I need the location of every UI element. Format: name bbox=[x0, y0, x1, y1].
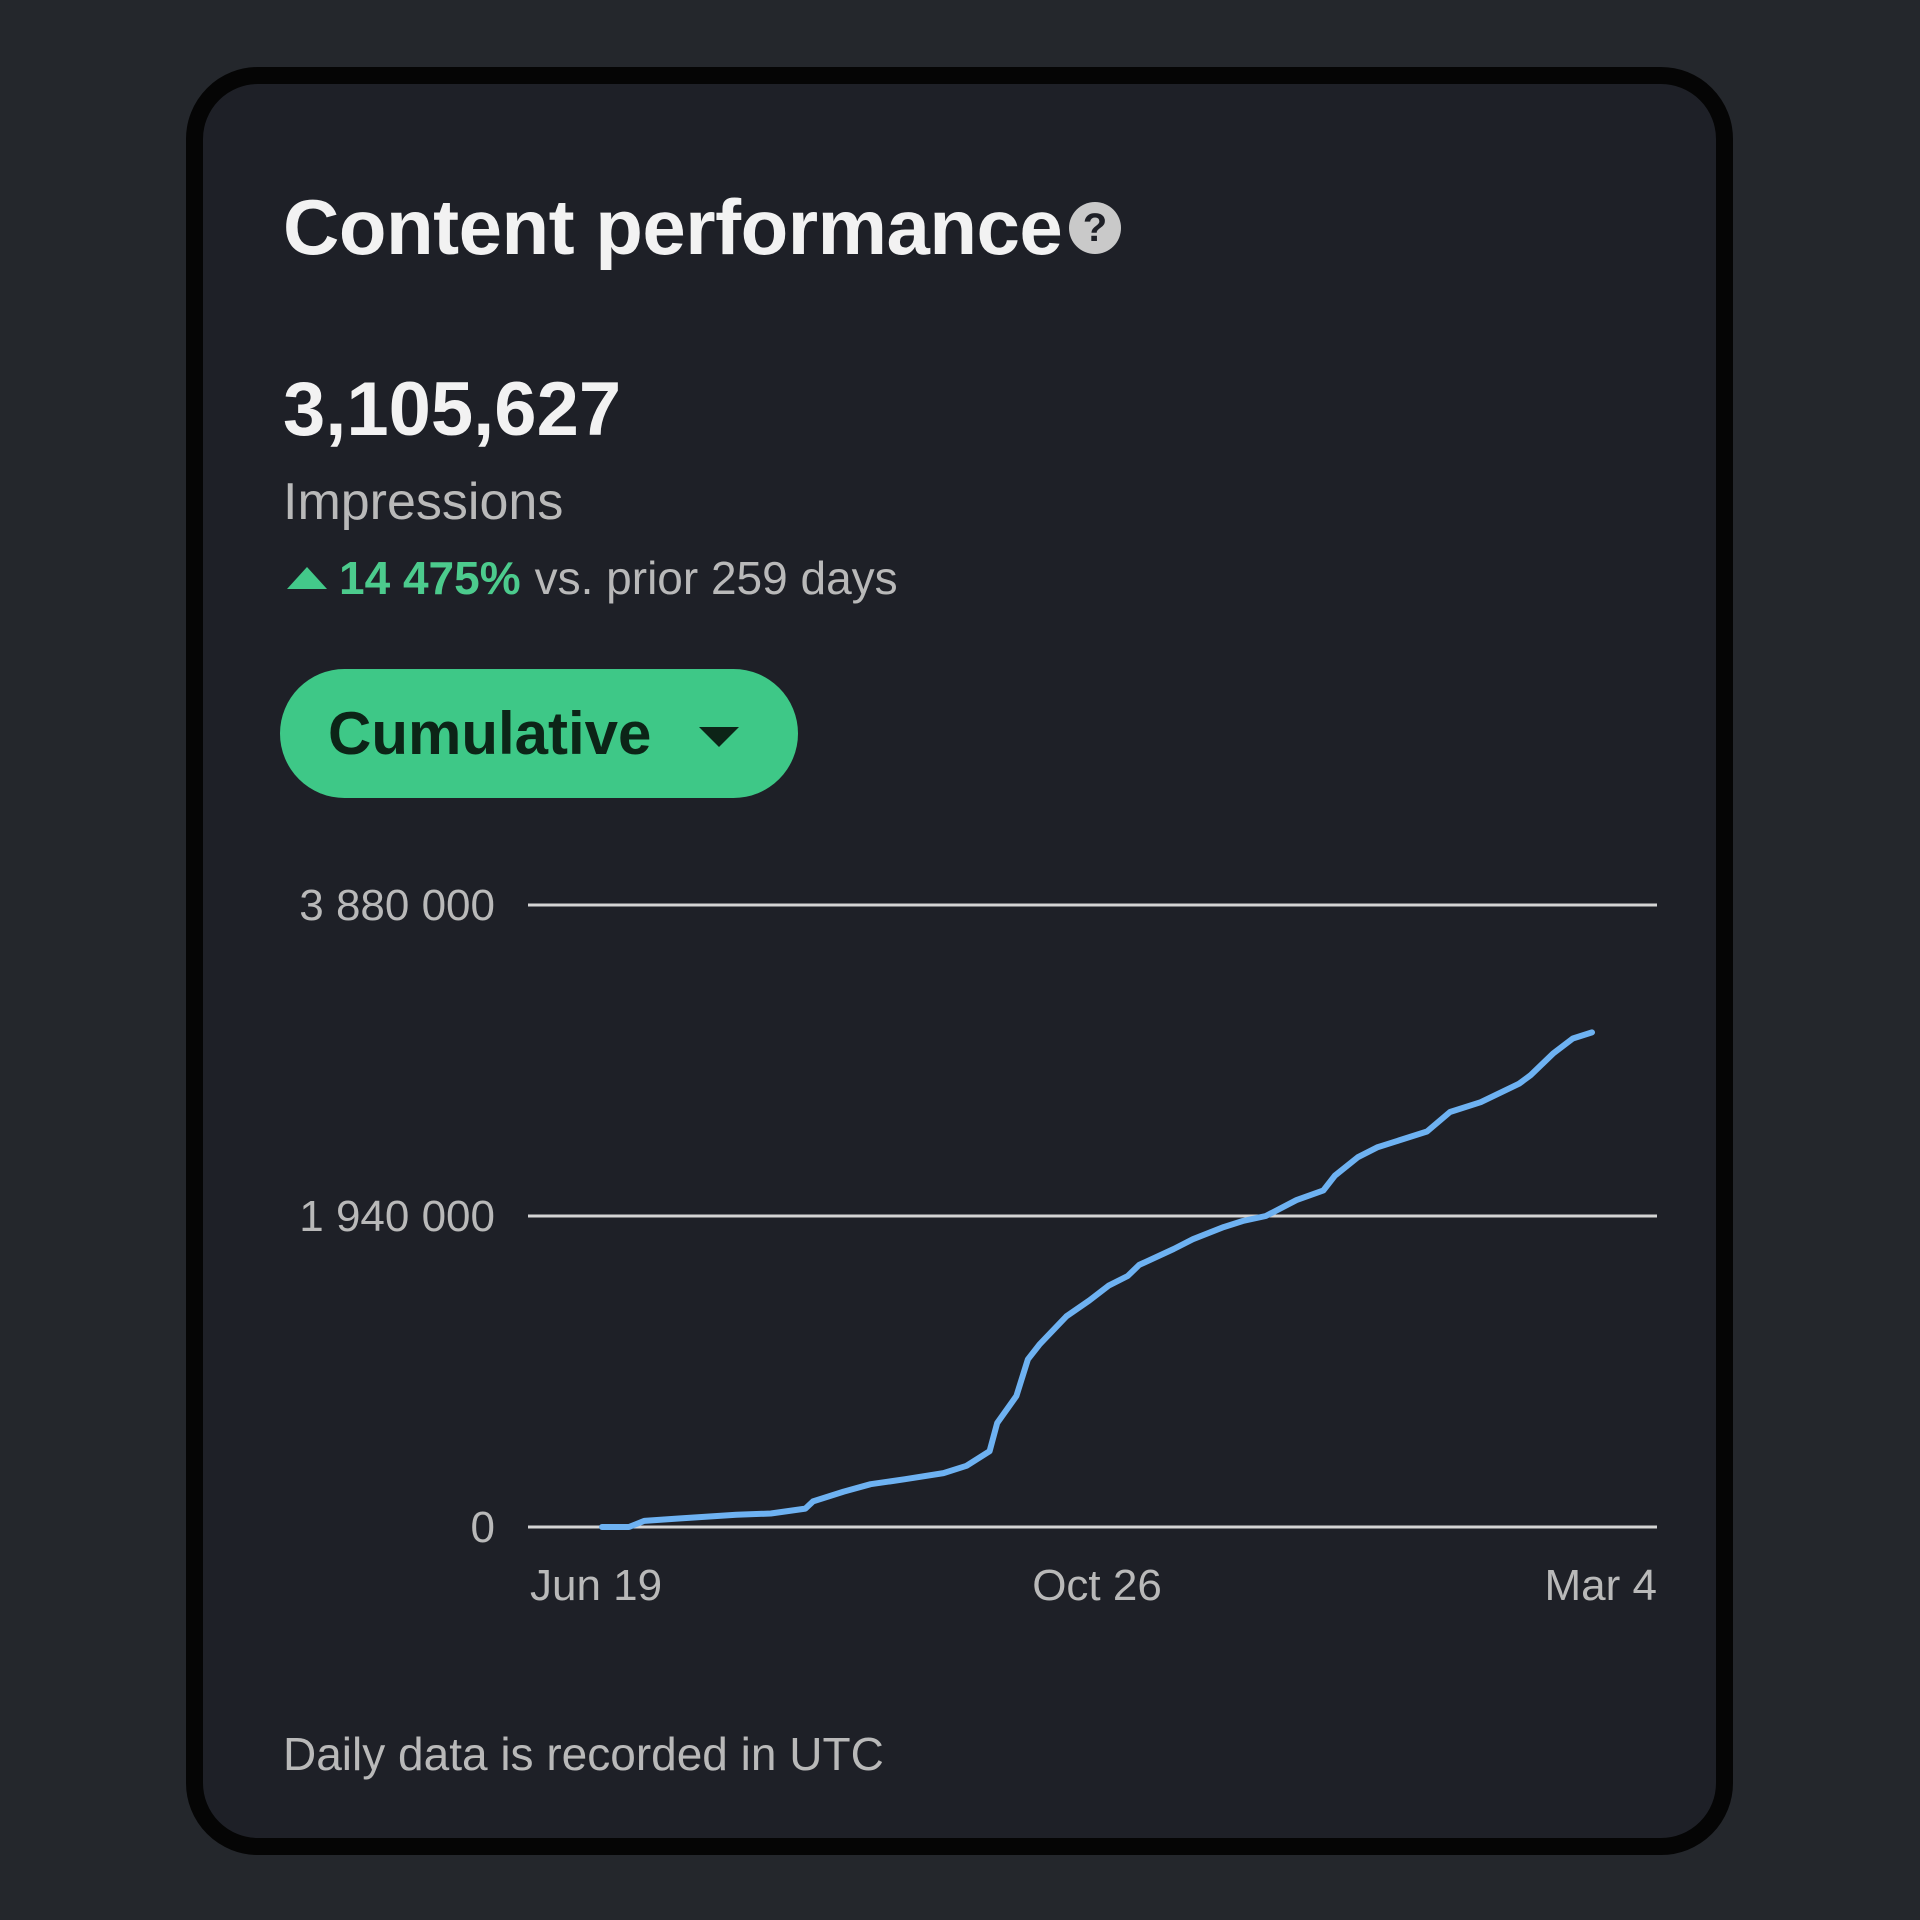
card-title: Content performance bbox=[283, 183, 1063, 271]
content-performance-card: Content performance ? 3,105,627 Impressi… bbox=[186, 67, 1733, 1855]
change-period: vs. prior 259 days bbox=[534, 552, 898, 604]
y-tick-label: 3 880 000 bbox=[299, 881, 495, 930]
impressions-value: 3,105,627 bbox=[283, 367, 622, 452]
footer-note: Daily data is recorded in UTC bbox=[283, 1728, 884, 1780]
y-tick-label: 1 940 000 bbox=[299, 1192, 495, 1241]
series-line-impressions bbox=[599, 1029, 1595, 1530]
dropdown-label: Cumulative bbox=[328, 700, 652, 767]
change-percent: 14 475% bbox=[339, 552, 521, 604]
cumulative-dropdown-button[interactable]: Cumulative bbox=[280, 669, 798, 798]
x-tick-label: Oct 26 bbox=[1032, 1561, 1162, 1610]
x-tick-label: Mar 4 bbox=[1545, 1561, 1657, 1610]
caret-down-icon bbox=[699, 726, 740, 747]
impressions-label: Impressions bbox=[283, 473, 564, 531]
change-indicator: 14 475% vs. prior 259 days bbox=[287, 551, 898, 605]
arrow-up-icon bbox=[287, 567, 327, 589]
question-circle-icon[interactable]: ? bbox=[1069, 202, 1121, 254]
x-tick-label: Jun 19 bbox=[530, 1561, 662, 1610]
y-tick-label: 0 bbox=[471, 1503, 495, 1552]
